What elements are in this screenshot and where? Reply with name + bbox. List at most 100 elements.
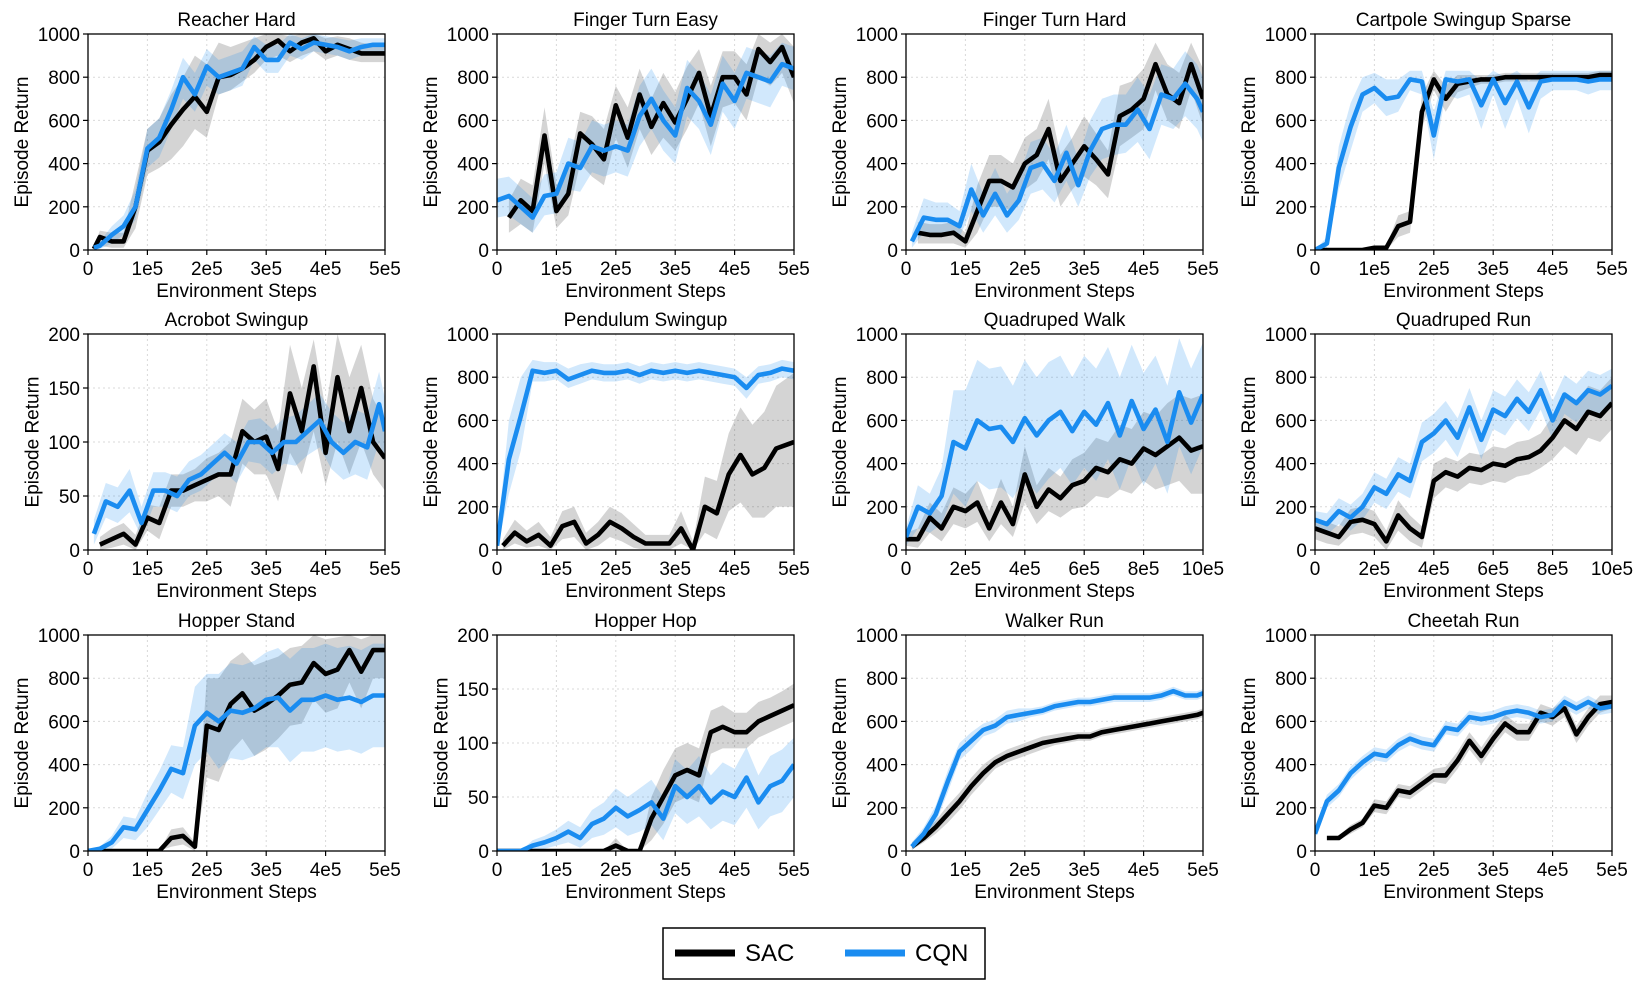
plot-area: [497, 683, 794, 851]
chart-title: Cartpole Swingup Sparse: [1356, 10, 1571, 31]
plot-area: [497, 34, 794, 233]
y-axis-label: Episode Return: [1239, 377, 1260, 508]
ytick-label: 800: [1275, 368, 1307, 389]
series-line-cqn: [497, 763, 794, 851]
ytick-label: 400: [457, 155, 489, 176]
ytick-label: 400: [457, 455, 489, 476]
series-line-sac: [497, 703, 794, 851]
y-axis-label: Episode Return: [12, 678, 33, 809]
ytick-label: 800: [866, 368, 898, 389]
panel-hopper-hop: 0 50 100 150 200 0 1e5 2e5 3e5 4e5 5e5 Hopper Hop En…: [432, 611, 810, 903]
xtick-label: 0: [901, 860, 912, 881]
band-cqn: [906, 338, 1203, 546]
ytick-label: 400: [1275, 155, 1307, 176]
ytick-label: 400: [866, 756, 898, 777]
ytick-label: 600: [457, 411, 489, 432]
series-line-cqn: [497, 61, 794, 220]
y-axis-label: Episode Return: [830, 678, 851, 809]
xtick-label: 0: [83, 559, 94, 580]
chart-title: Finger Turn Hard: [983, 10, 1127, 31]
xtick-label: 1e5: [541, 860, 573, 881]
ytick-label: 150: [457, 680, 489, 701]
series-line-cqn: [1315, 699, 1612, 835]
ytick-label: 1000: [447, 25, 489, 46]
xtick-label: 4e5: [1009, 559, 1041, 580]
ytick-label: 1000: [1265, 25, 1307, 46]
series-line-sac: [98, 364, 385, 547]
xtick-label: 2e5: [1418, 860, 1450, 881]
xtick-label: 4e5: [719, 259, 751, 280]
xtick-label: 0: [901, 259, 912, 280]
ytick-label: 1000: [447, 325, 489, 346]
xtick-label: 0: [492, 259, 503, 280]
panel-acrobot-swingup: 0 50 100 150 200 0 1e5 2e5 3e5 4e5 5e5 Acrobot Swin…: [23, 310, 401, 602]
x-axis-label: Environment Steps: [974, 581, 1135, 602]
band-cqn: [497, 737, 794, 851]
xtick-label: 1e5: [132, 860, 164, 881]
ytick-label: 0: [1296, 842, 1307, 863]
series-line-cqn: [909, 81, 1203, 243]
ytick-label: 200: [1275, 198, 1307, 219]
series-line-sac: [917, 61, 1203, 244]
xtick-label: 5e5: [778, 559, 810, 580]
y-axis-label: Episode Return: [432, 678, 453, 809]
series-line-cqn: [88, 693, 385, 851]
series-line-cqn: [1315, 383, 1612, 527]
xtick-label: 5e5: [369, 860, 401, 881]
xtick-label: 2e5: [1359, 559, 1391, 580]
y-axis-label: Episode Return: [830, 377, 851, 508]
x-axis-label: Environment Steps: [156, 281, 317, 302]
axes-frame: [1314, 634, 1613, 852]
x-axis-label: Environment Steps: [974, 882, 1135, 903]
panel-cheetah-run: 0 200 400 600 800 1000 0 1e5 2e5 3e5 4e5 5e5 Cheetah…: [1239, 611, 1628, 903]
panel-quadruped-run: 0 200 400 600 800 1000 0 2e5 4e5 6e5 8e5 10e5 Quadru…: [1239, 310, 1633, 602]
band-cqn: [88, 643, 385, 851]
series-line-cqn: [910, 688, 1203, 849]
ytick-label: 1000: [1265, 626, 1307, 647]
ytick-label: 800: [1275, 669, 1307, 690]
xtick-label: 0: [1310, 259, 1321, 280]
ytick-label: 600: [1275, 411, 1307, 432]
ytick-label: 1000: [38, 626, 80, 647]
x-axis-label: Environment Steps: [565, 581, 726, 602]
ytick-label: 50: [468, 788, 489, 809]
xtick-label: 1e5: [132, 259, 164, 280]
xtick-label: 4e5: [1537, 860, 1569, 881]
ytick-label: 600: [866, 111, 898, 132]
xtick-label: 3e5: [659, 259, 691, 280]
ytick-label: 600: [1275, 712, 1307, 733]
ytick-label: 0: [478, 541, 489, 562]
series-line-sac: [1315, 401, 1612, 544]
plot-area: [1315, 368, 1612, 550]
ytick-label: 0: [69, 541, 80, 562]
axes-frame: [905, 33, 1204, 251]
chart-title: Pendulum Swingup: [564, 310, 728, 331]
chart-title: Quadruped Run: [1396, 310, 1531, 331]
ytick-label: 200: [48, 198, 80, 219]
ytick-label: 200: [866, 198, 898, 219]
series-line-cqn: [91, 401, 385, 535]
xtick-label: 4e5: [310, 860, 342, 881]
chart-title: Quadruped Walk: [984, 310, 1126, 331]
plot-area: [1315, 695, 1612, 841]
panel-finger-turn-hard: 0 200 400 600 800 1000 0 1e5 2e5 3e5 4e5 5e5 Finger …: [830, 10, 1219, 302]
ytick-label: 600: [457, 111, 489, 132]
band-cqn: [497, 359, 794, 550]
band-sac: [911, 708, 1203, 850]
band-sac: [502, 372, 794, 550]
xtick-label: 2e5: [600, 860, 632, 881]
chart-title: Acrobot Swingup: [165, 310, 309, 331]
xtick-label: 5e5: [369, 559, 401, 580]
xtick-label: 4e5: [719, 860, 751, 881]
panel-reacher-hard: 0 200 400 600 800 1000 0 1e5 2e5 3e5 4e5 5e5 Reacher…: [12, 10, 401, 302]
panel-cartpole-swingup-sparse: 0 200 400 600 800 1000 0 1e5 2e5 3e5 4e5 5e5 Cartpol…: [1239, 10, 1628, 302]
chart-title: Hopper Stand: [178, 611, 295, 632]
xtick-label: 3e5: [250, 559, 282, 580]
xtick-label: 2e5: [1009, 860, 1041, 881]
series-line-sac: [1326, 699, 1612, 841]
plot-area: [497, 359, 794, 550]
ytick-label: 800: [457, 368, 489, 389]
ytick-label: 400: [1275, 455, 1307, 476]
xtick-label: 6e5: [1477, 559, 1509, 580]
